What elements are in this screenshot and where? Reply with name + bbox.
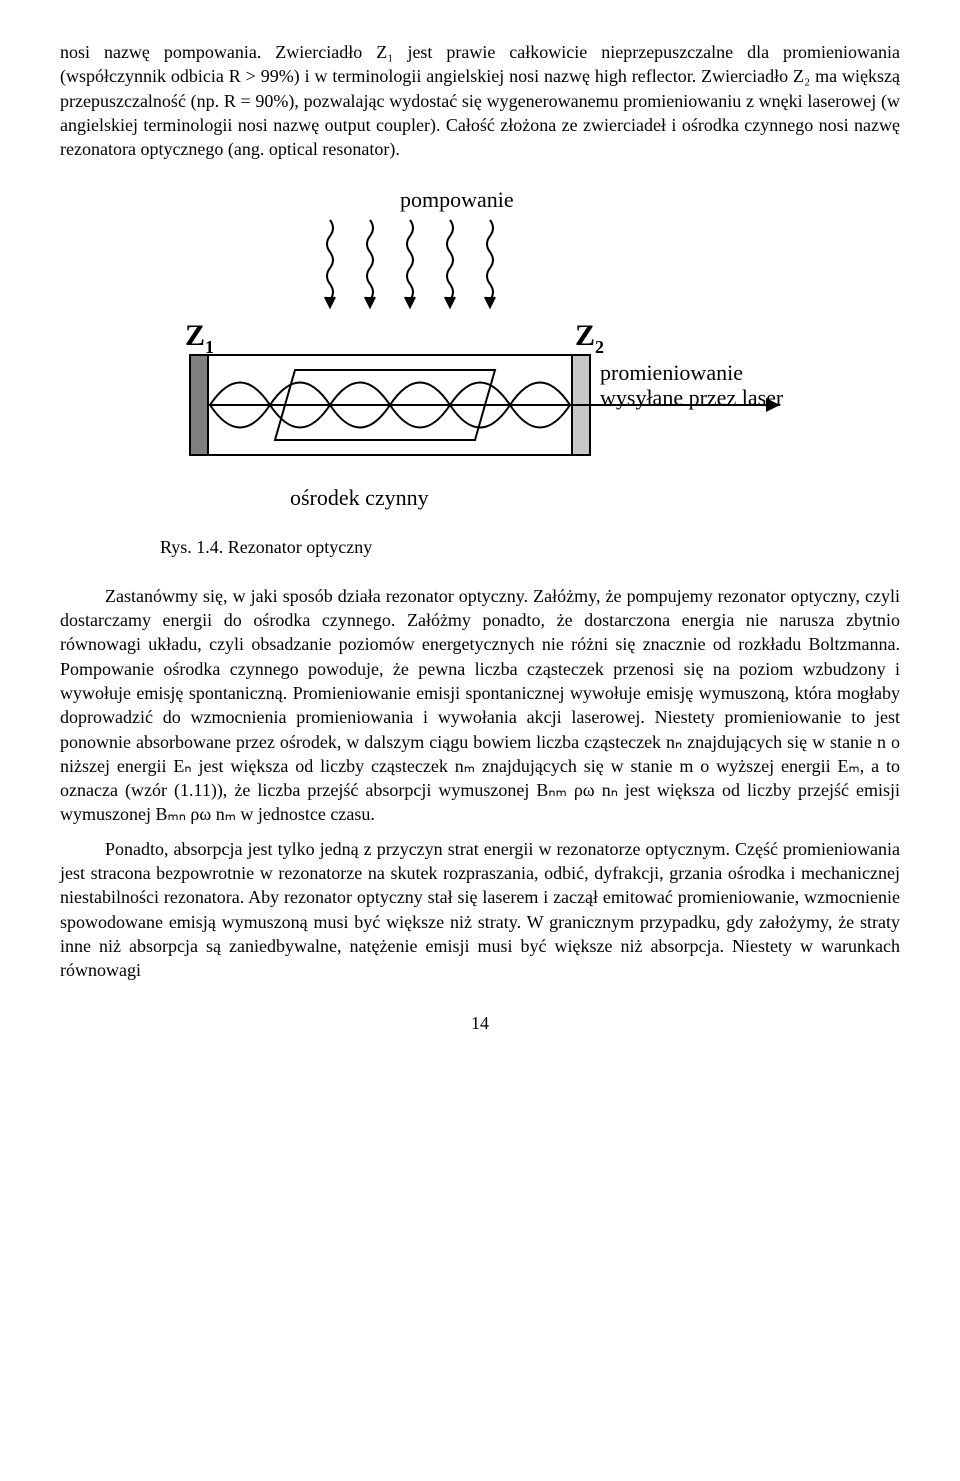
paragraph-1: nosi nazwę pompowania. Zwierciadło Z₁ je… — [60, 40, 900, 161]
paragraph-2: Zastanówmy się, w jaki sposób działa rez… — [60, 584, 900, 827]
mirror-z1 — [190, 355, 208, 455]
resonator-svg: pompowanie Z1 Z2 — [160, 185, 800, 525]
figure-caption: Rys. 1.4. Rezonator optyczny — [160, 535, 800, 559]
z1-label: Z1 — [185, 319, 214, 357]
output-label-2: wysyłane przez laser — [600, 385, 784, 410]
z2-label: Z2 — [575, 319, 604, 357]
paragraph-3: Ponadto, absorpcja jest tylko jedną z pr… — [60, 837, 900, 983]
pump-arrows — [325, 220, 495, 307]
pump-label: pompowanie — [400, 187, 514, 212]
output-label-1: promieniowanie — [600, 360, 743, 385]
figure-resonator: pompowanie Z1 Z2 — [160, 185, 800, 559]
medium-label: ośrodek czynny — [290, 485, 429, 510]
page-number: 14 — [60, 1011, 900, 1035]
